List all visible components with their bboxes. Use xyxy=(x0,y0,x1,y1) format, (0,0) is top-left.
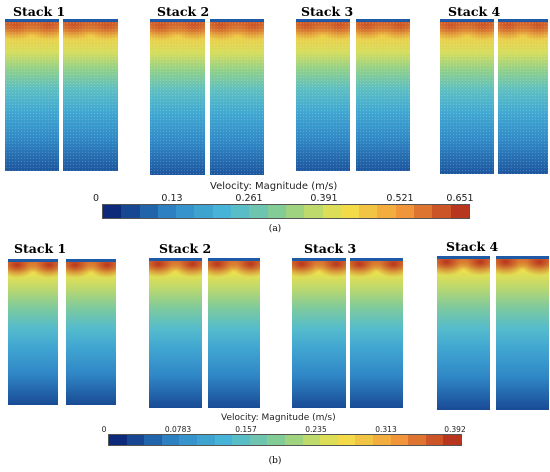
velocity-panel-stack-2-left-b xyxy=(149,258,202,408)
stack-2-title-b: Stack 2 xyxy=(159,241,212,256)
colorbar-segment xyxy=(194,205,213,218)
colorbar-segment xyxy=(390,435,409,445)
colorbar-tick-a: 0.521 xyxy=(386,193,414,204)
caption-b: (b) xyxy=(268,456,282,466)
colorbar-segment xyxy=(109,435,127,445)
stack-4-title-a: Stack 4 xyxy=(448,4,501,19)
velocity-panel-stack-2-right-a xyxy=(210,19,264,175)
colorbar-segment xyxy=(425,435,444,445)
colorbar-segment xyxy=(212,205,232,218)
colorbar-segment xyxy=(157,205,177,218)
velocity-panel-stack-4-right-a xyxy=(498,19,548,174)
colorbar-tick-b: 0.157 xyxy=(235,425,257,434)
colorbar-segment xyxy=(285,205,305,218)
colorbar-title-a: Velocity: Magnitude (m/s) xyxy=(210,181,338,192)
velocity-panel-stack-4-left-a xyxy=(440,19,494,174)
colorbar-tick-a: 0 xyxy=(92,193,100,204)
colorbar-segment xyxy=(408,435,426,445)
colorbar-segment xyxy=(302,435,321,445)
stack-3-title-a: Stack 3 xyxy=(301,4,354,19)
colorbar-segment xyxy=(126,435,145,445)
colorbar-segment xyxy=(121,205,140,218)
velocity-panel-stack-3-left-a xyxy=(296,19,350,171)
velocity-panel-stack-2-left-a xyxy=(150,19,205,175)
colorbar-segment xyxy=(340,205,360,218)
colorbar-segment xyxy=(284,435,303,445)
velocity-panel-stack-1-left-a xyxy=(5,19,59,171)
colorbar-segment xyxy=(176,205,195,218)
colorbar-segment xyxy=(443,435,461,445)
stack-2-title-a: Stack 2 xyxy=(157,4,210,19)
colorbar-segment xyxy=(249,435,268,445)
colorbar-tick-b: 0.0783 xyxy=(164,425,192,434)
colorbar-tick-a: 0.651 xyxy=(446,193,474,204)
stack-4-title-b: Stack 4 xyxy=(446,239,499,254)
colorbar-segment xyxy=(414,205,433,218)
colorbar-segment xyxy=(196,435,215,445)
colorbar-segment xyxy=(214,435,233,445)
colorbar-tick-a: 0.261 xyxy=(235,193,263,204)
velocity-panel-stack-4-right-b xyxy=(496,256,549,410)
colorbar-segment xyxy=(450,205,469,218)
colorbar-segment xyxy=(179,435,197,445)
velocity-panel-stack-1-right-b xyxy=(66,259,116,405)
colorbar-segment xyxy=(320,435,338,445)
colorbar-segment xyxy=(144,435,162,445)
velocity-panel-stack-3-left-b xyxy=(292,258,346,408)
colorbar-segment xyxy=(337,435,356,445)
velocity-panel-stack-4-left-b xyxy=(437,256,490,410)
colorbar-segment xyxy=(395,205,415,218)
colorbar-segment xyxy=(355,435,373,445)
colorbar-a xyxy=(102,204,470,219)
stack-1-title-a: Stack 1 xyxy=(13,4,66,19)
colorbar-segment xyxy=(249,205,268,218)
colorbar-segment xyxy=(267,435,285,445)
velocity-panel-stack-1-right-a xyxy=(63,19,118,171)
velocity-panel-stack-3-right-a xyxy=(356,19,410,171)
stack-3-title-b: Stack 3 xyxy=(304,241,357,256)
colorbar-segment xyxy=(359,205,378,218)
colorbar-segment xyxy=(103,205,122,218)
colorbar-tick-a: 0.13 xyxy=(161,193,183,204)
velocity-panel-stack-3-right-b xyxy=(350,258,403,408)
colorbar-segment xyxy=(231,205,250,218)
colorbar-segment xyxy=(322,205,341,218)
colorbar-segment xyxy=(304,205,323,218)
colorbar-segment xyxy=(377,205,396,218)
colorbar-segment xyxy=(161,435,180,445)
colorbar-tick-b: 0.392 xyxy=(444,425,466,434)
velocity-panel-stack-1-left-b xyxy=(8,259,58,405)
colorbar-tick-a: 0.391 xyxy=(310,193,338,204)
colorbar-segment xyxy=(139,205,158,218)
colorbar-segment xyxy=(432,205,451,218)
colorbar-tick-b: 0 xyxy=(101,425,107,434)
colorbar-tick-b: 0.235 xyxy=(305,425,327,434)
colorbar-tick-b: 0.313 xyxy=(375,425,397,434)
caption-a: (a) xyxy=(268,224,282,234)
colorbar-title-b: Velocity: Magnitude (m/s) xyxy=(221,413,336,423)
velocity-panel-stack-2-right-b xyxy=(208,258,260,408)
colorbar-segment xyxy=(232,435,250,445)
colorbar-segment xyxy=(267,205,286,218)
colorbar-segment xyxy=(372,435,391,445)
colorbar-b xyxy=(108,434,462,446)
stack-1-title-b: Stack 1 xyxy=(14,241,67,256)
